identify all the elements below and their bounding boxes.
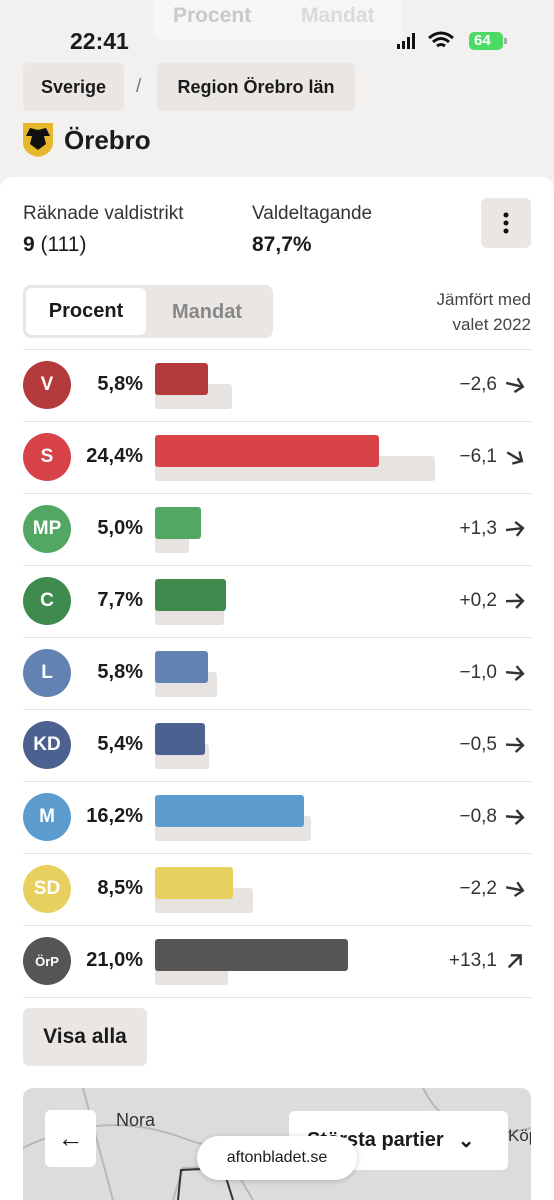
trend-arrow (506, 451, 524, 465)
stat-total: (111) (40, 233, 87, 256)
arrow-path (505, 809, 525, 825)
more-icon (503, 212, 509, 234)
stat-value: 9 (23, 233, 35, 256)
map-place: Nora (116, 1110, 156, 1130)
stat-label: Räknade valdistrikt (23, 203, 184, 224)
comparison-label: valet 2022 (452, 315, 531, 334)
back-button[interactable]: ← (45, 1110, 96, 1167)
arrow-path (505, 737, 525, 753)
battery-level: 64 (474, 32, 491, 49)
chevron: ⌄ (457, 1130, 475, 1152)
party-percent: 24,4% (86, 445, 143, 467)
change-label: −1,0 (459, 662, 497, 683)
toggle-option[interactable]: Mandat (172, 301, 242, 323)
page-title: Örebro (64, 125, 151, 155)
bar (155, 867, 234, 899)
trend-arrow (505, 665, 525, 681)
party-badge: ÖrP (23, 937, 71, 985)
comparison-label: Jämfört med (436, 290, 531, 309)
bar (155, 363, 209, 395)
stat-label: Valdeltagande (252, 203, 373, 224)
bar (155, 723, 205, 755)
arrow-path (505, 377, 525, 394)
url-pill[interactable]: aftonbladet.se (197, 1136, 357, 1180)
arrow-path (505, 665, 525, 681)
party-badge: S (23, 433, 71, 481)
change-label: −6,1 (459, 446, 497, 467)
party-percent: 21,0% (86, 949, 143, 971)
trend-arrow (507, 954, 522, 969)
party-percent: 5,8% (97, 373, 143, 395)
arrow-path (506, 451, 524, 465)
bar (155, 939, 348, 971)
arrow-path (505, 593, 525, 609)
party-badge: SD (23, 865, 71, 913)
bar (155, 579, 226, 611)
row-divider (23, 997, 531, 998)
arrow-path (505, 520, 525, 537)
party-percent: 5,4% (97, 733, 143, 755)
row-divider (23, 349, 531, 350)
tab[interactable]: Mandat (301, 4, 375, 27)
bar (155, 435, 379, 467)
row-divider (23, 637, 531, 638)
trend-arrow (505, 520, 525, 537)
trend-arrow (505, 809, 525, 825)
trend-arrow (505, 881, 525, 898)
party-badge: V (23, 361, 71, 409)
breadcrumb[interactable]: Region Örebro län (157, 63, 355, 111)
row-divider (23, 493, 531, 494)
change-label: −2,6 (459, 374, 497, 395)
more-button[interactable] (481, 198, 531, 248)
stat-value: 87,7% (252, 233, 312, 256)
coat-of-arms (23, 123, 53, 157)
status-icons (397, 31, 507, 50)
change-label: −2,2 (459, 878, 497, 899)
change-label: −0,8 (459, 806, 497, 827)
party-badge: M (23, 793, 71, 841)
party-percent: 7,7% (97, 589, 143, 611)
top-tabs: Procent Mandat (153, 0, 403, 40)
map-place: Köp (508, 1126, 531, 1145)
row-divider (23, 781, 531, 782)
row-divider (23, 925, 531, 926)
party-badge: L (23, 649, 71, 697)
party-percent: 5,0% (97, 517, 143, 539)
breadcrumb-separator: / (136, 76, 142, 97)
trend-arrow (505, 737, 525, 753)
party-percent: 16,2% (86, 805, 143, 827)
trend-arrow (505, 593, 525, 609)
party-badge: KD (23, 721, 71, 769)
bar (155, 651, 209, 683)
arrow-path (505, 881, 525, 898)
party-percent: 5,8% (97, 661, 143, 683)
stat-value: 9 (111) (23, 233, 86, 257)
clock: 22:41 (70, 28, 129, 54)
tab[interactable]: Procent (173, 4, 252, 27)
change-label: +13,1 (448, 950, 497, 971)
change-label: +1,3 (459, 518, 497, 539)
toggle-option[interactable]: Procent (26, 288, 146, 335)
bar (155, 795, 304, 827)
toggle: Procent Mandat (23, 285, 273, 338)
party-badge: C (23, 577, 71, 625)
change-label: −0,5 (459, 734, 497, 755)
change-label: +0,2 (459, 590, 497, 611)
trend-arrow (505, 377, 525, 394)
row-divider (23, 709, 531, 710)
arrow-path (507, 954, 522, 969)
party-percent: 8,5% (97, 877, 143, 899)
breadcrumb[interactable]: Sverige (23, 63, 124, 111)
party-badge: MP (23, 505, 71, 553)
row-divider (23, 853, 531, 854)
row-divider (23, 421, 531, 422)
bar (155, 507, 201, 539)
row-divider (23, 565, 531, 566)
show-all-button[interactable]: Visa alla (23, 1008, 147, 1066)
